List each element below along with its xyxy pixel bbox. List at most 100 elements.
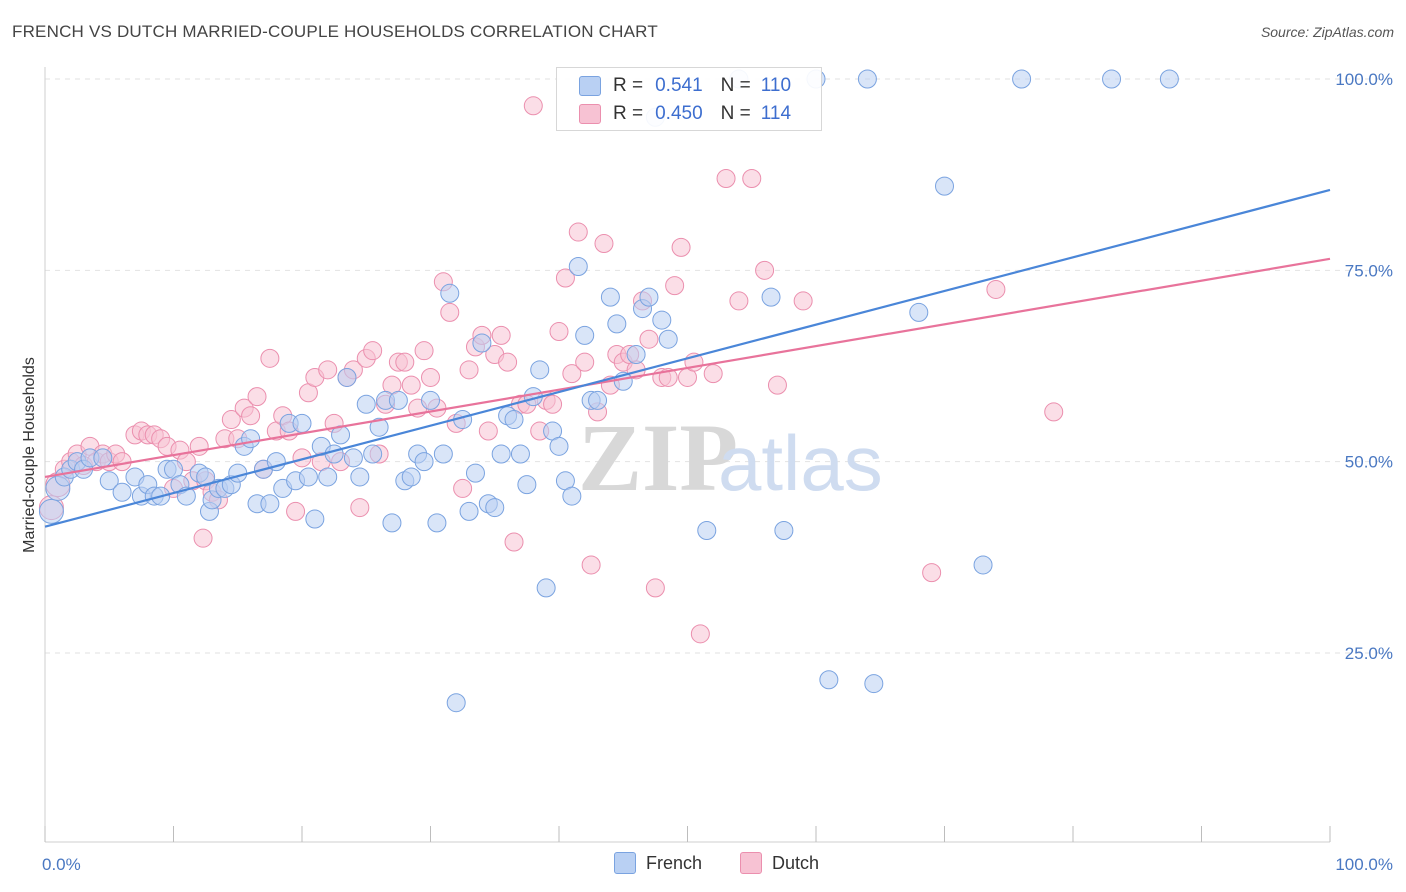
dutch-point xyxy=(286,501,306,521)
x-tick-label: 100.0% xyxy=(1335,855,1393,874)
dutch-point xyxy=(363,341,383,361)
bottom-swatch-french xyxy=(614,852,636,874)
french-point xyxy=(510,444,530,464)
dutch-point xyxy=(260,348,280,368)
legend-r-label: R = xyxy=(613,103,644,124)
dutch-point xyxy=(543,394,563,414)
legend-swatch-dutch xyxy=(579,104,601,124)
dutch-point xyxy=(395,352,415,372)
french-point xyxy=(369,417,389,437)
dutch-point xyxy=(703,364,723,384)
legend-n-label: N = xyxy=(720,103,751,124)
french-point xyxy=(774,521,794,541)
french-point xyxy=(1102,69,1122,89)
dutch-point xyxy=(671,237,691,257)
french-point xyxy=(305,509,325,529)
french-point xyxy=(697,521,717,541)
french-point xyxy=(819,670,839,690)
french-trend-line xyxy=(44,188,1331,528)
french-point xyxy=(350,467,370,487)
dutch-point xyxy=(478,421,498,441)
bottom-legend-dutch: Dutch xyxy=(740,852,819,874)
dutch-point xyxy=(594,234,614,254)
dutch-point xyxy=(453,478,473,498)
french-point xyxy=(504,410,524,430)
dutch-trend-line xyxy=(44,257,1331,479)
bottom-legend-dutch-label: Dutch xyxy=(772,852,820,873)
french-point xyxy=(472,333,492,353)
french-point xyxy=(337,367,357,387)
dutch-point xyxy=(112,452,132,472)
french-point xyxy=(575,325,595,345)
tick-labels: 25.0% 50.0% 75.0% 100.0% 0.0% 100.0% xyxy=(42,70,1393,874)
french-point xyxy=(491,444,511,464)
chart-title: FRENCH VS DUTCH MARRIED-COUPLE HOUSEHOLD… xyxy=(12,22,658,41)
dutch-point xyxy=(1044,402,1064,422)
axes xyxy=(44,67,1331,843)
dutch-point xyxy=(498,352,518,372)
dutch-point xyxy=(414,341,434,361)
french-point xyxy=(485,498,505,518)
legend-r-value: 0.450 xyxy=(655,103,703,124)
grid-lines xyxy=(45,78,1395,654)
dutch-point xyxy=(575,352,595,372)
french-point xyxy=(99,471,119,491)
french-point xyxy=(401,467,421,487)
french-point xyxy=(973,555,993,575)
french-point xyxy=(1159,69,1179,89)
french-point xyxy=(652,310,672,330)
dutch-point xyxy=(742,168,762,188)
dutch-point xyxy=(690,624,710,644)
french-point xyxy=(343,448,363,468)
y-tick-label: 25.0% xyxy=(1345,644,1393,663)
dutch-point xyxy=(459,360,479,380)
dutch-point xyxy=(767,375,787,395)
bottom-legend-french: French xyxy=(614,852,702,874)
dutch-point xyxy=(639,329,659,349)
dutch-point xyxy=(247,387,267,407)
french-point xyxy=(388,390,408,410)
dutch-point xyxy=(401,375,421,395)
trend-lines xyxy=(44,188,1331,528)
dutch-point xyxy=(986,279,1006,299)
dutch-point xyxy=(716,168,736,188)
legend-row-french: R = 0.541 N = 110 xyxy=(579,73,791,99)
french-point xyxy=(549,436,569,456)
french-point xyxy=(241,429,261,449)
dutch-point xyxy=(318,360,338,380)
french-point xyxy=(607,314,627,334)
french-point xyxy=(1012,69,1032,89)
bottom-swatch-dutch xyxy=(740,852,762,874)
french-point xyxy=(588,390,608,410)
dutch-point xyxy=(793,291,813,311)
dutch-point xyxy=(645,578,665,598)
dutch-points xyxy=(38,96,1064,644)
dutch-point xyxy=(562,364,582,384)
french-points xyxy=(38,69,1179,713)
dutch-point xyxy=(504,532,524,552)
french-point xyxy=(356,394,376,414)
dutch-point xyxy=(922,563,942,583)
bottom-legend-french-label: French xyxy=(646,852,703,873)
dutch-point xyxy=(193,528,213,548)
legend-r-value: 0.541 xyxy=(655,75,703,96)
french-point xyxy=(864,674,884,694)
french-point xyxy=(562,486,582,506)
french-point xyxy=(93,448,113,468)
french-point xyxy=(909,302,929,322)
french-point xyxy=(935,176,954,196)
french-point xyxy=(517,475,537,495)
french-point xyxy=(530,360,550,380)
french-point xyxy=(440,283,460,303)
dutch-point xyxy=(568,222,588,242)
dutch-point xyxy=(755,260,775,280)
y-axis-label: Married-couple Households xyxy=(21,357,38,553)
dutch-point xyxy=(350,498,370,518)
french-point xyxy=(600,287,620,307)
french-point xyxy=(427,513,447,533)
legend-n-value: 114 xyxy=(760,103,792,124)
dutch-point xyxy=(421,367,440,387)
french-point xyxy=(459,501,479,521)
french-point xyxy=(639,287,659,307)
